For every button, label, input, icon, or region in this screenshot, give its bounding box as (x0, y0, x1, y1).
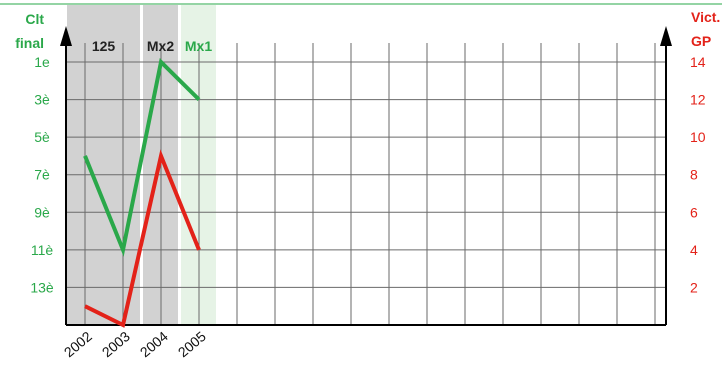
right-tick-label: 2 (690, 279, 698, 295)
left-tick-label: 5è (34, 129, 50, 145)
band-label: Mx1 (185, 38, 212, 54)
left-tick-labels: 1e 3è 5è 7è 9è 11è 13è (30, 54, 54, 295)
x-tick-label: 2005 (175, 328, 209, 360)
left-tick-label: 9è (34, 204, 50, 220)
right-axis-arrow-icon (660, 26, 672, 46)
left-tick-label: 11è (31, 242, 54, 258)
band-labels: 125 Mx2 Mx1 (92, 38, 213, 54)
axes (60, 26, 672, 326)
left-tick-label: 13è (30, 279, 54, 295)
right-tick-label: 8 (690, 167, 698, 183)
gp-wins-line (84, 149, 201, 328)
band-label: Mx2 (147, 38, 174, 54)
right-tick-labels: 14 12 10 8 6 4 2 (690, 54, 706, 295)
right-tick-label: 4 (690, 242, 698, 258)
right-tick-label: 12 (690, 92, 706, 108)
x-tick-label: 2003 (99, 328, 133, 360)
right-axis-label-line2: GP (691, 33, 711, 49)
left-tick-label: 3è (34, 92, 50, 108)
class-band (67, 5, 140, 325)
x-tick-label: 2002 (61, 328, 95, 360)
right-axis-label-line1: Vict. (691, 9, 720, 25)
series-lines (83, 57, 201, 328)
left-axis-label-line1: Clt (25, 11, 44, 27)
band-label: 125 (92, 38, 116, 54)
right-tick-label: 14 (690, 54, 706, 70)
left-axis-arrow-icon (60, 26, 72, 46)
left-tick-label: 1e (34, 54, 50, 70)
right-tick-label: 10 (690, 129, 706, 145)
right-tick-label: 6 (690, 204, 698, 220)
grid-lines (66, 43, 666, 325)
final-ranking-line (83, 57, 201, 257)
left-tick-label: 7è (34, 167, 50, 183)
x-tick-labels: 2002 2003 2004 2005 (61, 328, 209, 360)
left-axis-label-line2: final (15, 35, 44, 51)
x-tick-label: 2004 (137, 328, 171, 360)
